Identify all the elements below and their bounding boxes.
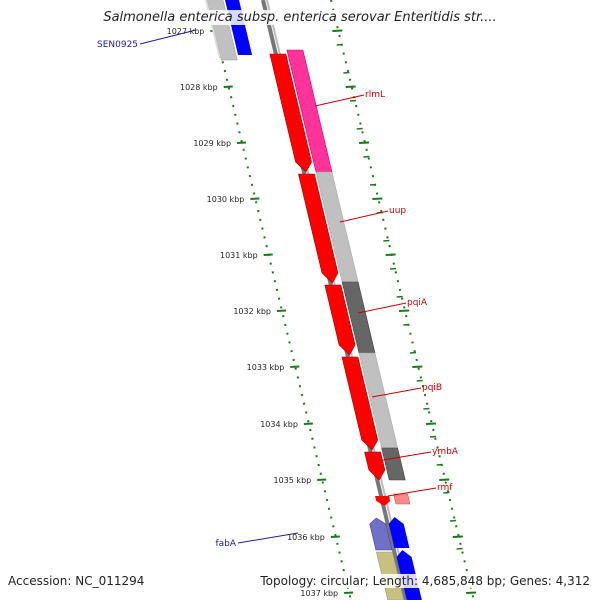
label-leaders bbox=[139, 29, 437, 544]
leader-line bbox=[382, 451, 432, 461]
cds-forward-arrow bbox=[341, 356, 379, 451]
cds-forward-arrow bbox=[364, 451, 386, 481]
gene-label-rmf: rmf bbox=[437, 483, 453, 493]
cds-forward-arrow bbox=[298, 173, 339, 284]
tick-mark-inner bbox=[236, 141, 247, 144]
gene-label-uup: uup bbox=[389, 206, 406, 216]
rmf-arrow bbox=[375, 496, 391, 506]
tick-label: 1027 kbp bbox=[167, 27, 205, 36]
minor-tick bbox=[343, 71, 350, 74]
tick-label: 1036 kbp bbox=[287, 533, 325, 542]
tick-label: 1032 kbp bbox=[233, 307, 271, 316]
tick-label: 1033 kbp bbox=[247, 363, 285, 372]
leader-line bbox=[237, 532, 299, 544]
tick-label: 1028 kbp bbox=[180, 83, 218, 92]
minor-tick bbox=[369, 183, 377, 186]
tick-mark-outer bbox=[372, 197, 383, 200]
leader-line bbox=[139, 29, 197, 45]
tick-mark-outer bbox=[412, 365, 423, 368]
tick-label: 1030 kbp bbox=[207, 195, 245, 204]
gene-label-sen0925: SEN0925 bbox=[97, 40, 138, 50]
leader-line bbox=[387, 487, 437, 497]
tick-mark-outer bbox=[332, 29, 343, 32]
tick-mark-outer bbox=[358, 141, 370, 144]
minor-tick bbox=[403, 323, 410, 326]
minor-tick bbox=[443, 491, 450, 494]
minor-tick bbox=[356, 127, 363, 130]
tick-mark-inner bbox=[317, 478, 327, 481]
leader-line bbox=[314, 94, 365, 107]
map-title: Salmonella enterica subsp. enterica sero… bbox=[0, 10, 600, 25]
gene-labels: SEN0925 rlmL uup pqiA pqiB ymbA rmf fabA bbox=[97, 40, 459, 549]
tick-mark-outer bbox=[425, 422, 436, 425]
tick-mark-outer bbox=[385, 253, 396, 256]
tick-mark-inner bbox=[223, 85, 233, 88]
tick-mark-inner bbox=[276, 309, 287, 312]
minor-tick bbox=[429, 435, 437, 438]
tick-mark-outer bbox=[398, 309, 410, 312]
gene-label-rlml: rlmL bbox=[365, 90, 385, 100]
minor-tick bbox=[416, 379, 423, 382]
leader-line bbox=[357, 302, 407, 314]
tick-mark-outer bbox=[439, 478, 450, 481]
tick-mark-inner bbox=[344, 591, 354, 594]
accession-text: Accession: NC_011294 bbox=[8, 574, 145, 588]
cds-forward-arrow bbox=[269, 53, 312, 173]
minor-tick bbox=[336, 43, 343, 46]
tick-mark-inner bbox=[303, 422, 313, 425]
faba-purple-arrow bbox=[369, 517, 393, 551]
gene-label-faba: fabA bbox=[215, 539, 236, 549]
minor-tick bbox=[423, 407, 430, 410]
gene-label-pqib: pqiB bbox=[422, 383, 442, 393]
tick-mark-outer bbox=[452, 535, 463, 538]
minor-tick bbox=[389, 267, 397, 270]
inner-guide-line bbox=[207, 0, 352, 600]
topology-text: Topology: circular; Length: 4,685,848 bp… bbox=[260, 574, 590, 588]
tick-mark-outer bbox=[466, 591, 477, 594]
tick-label: 1029 kbp bbox=[193, 139, 231, 148]
gene-label-ymba: ymbA bbox=[432, 447, 459, 457]
coordinate-guides bbox=[207, 0, 477, 600]
minor-tick bbox=[396, 295, 403, 298]
gene-label-pqia: pqiA bbox=[407, 298, 428, 308]
leader-line bbox=[339, 210, 389, 223]
minor-tick bbox=[409, 351, 417, 354]
leader-line bbox=[371, 387, 422, 398]
tick-mark-inner bbox=[263, 253, 273, 256]
tick-label: 1034 kbp bbox=[260, 420, 298, 429]
minor-tick bbox=[456, 547, 463, 550]
rmf-box bbox=[393, 493, 411, 505]
tick-mark-inner bbox=[290, 365, 300, 368]
tick-label: 1037 kbp bbox=[300, 589, 338, 598]
tick-label: 1031 kbp bbox=[220, 251, 258, 260]
tick-labels: 1027 kbp 1028 kbp 1029 kbp 1030 kbp 1031 kbp… bbox=[167, 27, 338, 598]
minor-tick bbox=[436, 463, 443, 466]
minor-tick bbox=[363, 155, 370, 158]
tick-mark-outer bbox=[345, 85, 356, 88]
faba-blue-arrow bbox=[388, 517, 410, 548]
tick-label: 1035 kbp bbox=[274, 476, 312, 485]
ymba-dark-block bbox=[381, 447, 406, 481]
minor-tick bbox=[349, 99, 357, 102]
cds-forward-arrow bbox=[324, 284, 356, 356]
outer-guide-line bbox=[330, 0, 475, 600]
tick-mark-inner bbox=[250, 197, 260, 200]
tick-mark-inner bbox=[330, 535, 340, 538]
minor-tick bbox=[449, 519, 457, 522]
minor-tick bbox=[383, 239, 390, 242]
